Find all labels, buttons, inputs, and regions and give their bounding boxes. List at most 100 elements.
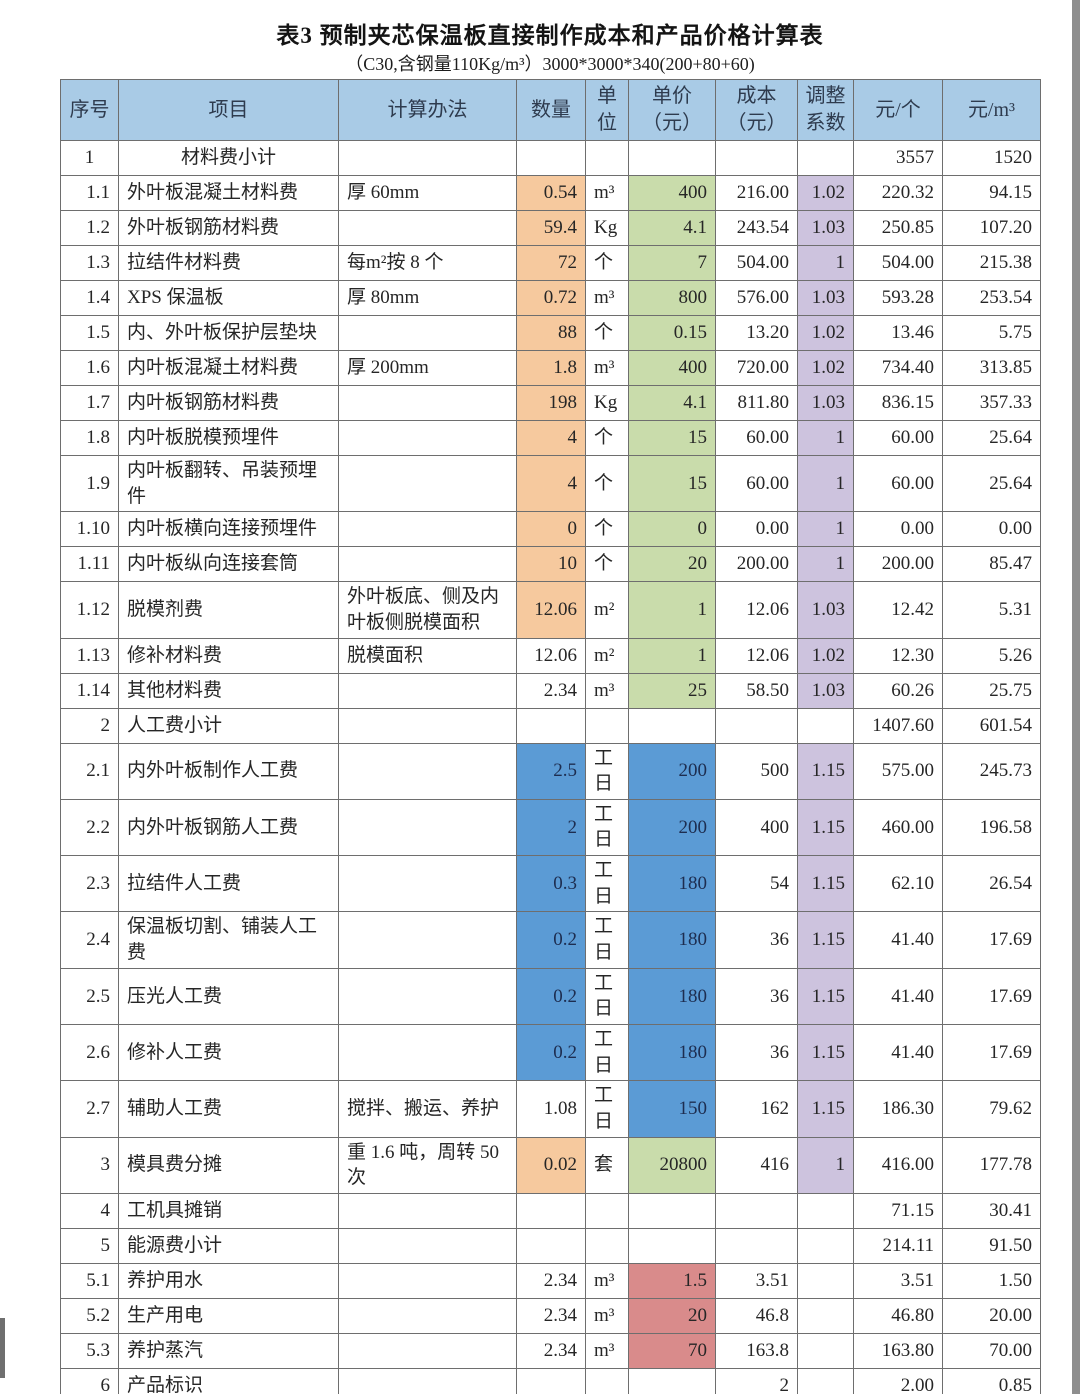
cell-price: 25 [628,672,716,709]
cell-yuan-per-piece: 62.10 [853,855,943,913]
cell-no: 1.2 [60,210,119,246]
table-row: 1.6 内叶板混凝土材料费厚 200mm 1.8 m³ 400 720.00 1.02 734… [60,350,1041,386]
cell-calc [338,1332,517,1369]
cell-yuan-per-piece: 836.15 [853,385,943,421]
cell-qty: 12.06 [516,637,586,674]
cell-yuan-per-m3: 1520 [942,140,1041,176]
cell-price: 180 [628,911,716,969]
table-row: 1.5 内、外叶板保护层垫块 88 个 0.15 13.20 1.02 13.46 5.75 [60,315,1041,351]
cell-coef: 1.15 [797,1023,854,1082]
cell-calc [338,742,517,800]
cell-item: 拉结件材料费 [118,245,339,281]
cell-qty: 2.34 [516,1332,586,1369]
cell-no: 1.4 [60,280,119,316]
cell-coef: 1 [797,420,854,456]
cell-coef: 1 [797,546,854,583]
table-row: 2.7 辅助人工费 搅拌、搬运、养护 1.08 工日 150 162 1.15 186.30 79… [60,1080,1041,1138]
cell-item: 内外叶板制作人工费 [118,742,339,800]
page-edge-left [0,1318,5,1378]
cell-unit: 工日 [585,798,629,857]
cell-cost: 163.8 [715,1332,798,1369]
cell-yuan-per-m3: 70.00 [942,1332,1041,1369]
cell-qty: 1.8 [516,350,586,386]
cell-unit: 个 [585,315,629,351]
cell-item: 内叶板脱模预埋件 [118,420,339,456]
cell-yuan-per-m3: 107.20 [942,210,1041,246]
table-row: 2 人工费小计 1407.60 601.54 [60,707,1041,744]
cell-cost: 58.50 [715,672,798,709]
cell-price: 4.1 [628,210,716,246]
cell-unit: Kg [585,385,629,421]
cell-cost: 811.80 [715,385,798,421]
cell-yuan-per-piece: 71.15 [853,1192,943,1229]
cell-no: 1.5 [60,315,119,351]
cell-item: 材料费小计 [118,140,339,176]
cell-calc [338,798,517,857]
cell-unit: 工日 [585,742,629,800]
cell-coef: 1 [797,511,854,548]
column-header: 序号 [60,79,119,141]
cell-price: 1.5 [628,1262,716,1299]
cell-coef: 1.03 [797,280,854,316]
cell-price: 400 [628,175,716,211]
cell-unit [585,140,629,176]
cell-calc [338,1023,517,1082]
table-row: 5.2 生产用电 2.34 m³ 20 46.8 46.80 20.00 [60,1297,1041,1334]
cell-coef: 1.15 [797,798,854,857]
cell-yuan-per-piece: 734.40 [853,350,943,386]
cell-yuan-per-piece: 12.30 [853,637,943,674]
cell-calc: 脱模面积 [338,637,517,674]
cell-cost: 2 [715,1367,798,1394]
cell-item: 保温板切割、铺装人工费 [118,911,339,969]
cell-calc [338,454,517,513]
table-row: 1.12 脱模剂费 外叶板底、侧及内叶板侧脱模面积 12.06 m² 1 12.06 1.03… [60,581,1041,639]
cell-cost [715,140,798,176]
cell-no: 1.1 [60,175,119,211]
cell-coef [797,1227,854,1264]
table-row: 1.8 内叶板脱模预埋件 4 个 15 60.00 1 60.00 25.64 [60,420,1041,456]
cell-unit: 个 [585,546,629,583]
table-row: 1.7 内叶板钢筋材料费 198 Kg 4.1 811.80 1.03 836.15 357.3… [60,385,1041,421]
cell-yuan-per-piece: 0.00 [853,511,943,548]
cell-calc [338,140,517,176]
cell-yuan-per-piece: 163.80 [853,1332,943,1369]
cell-calc: 搅拌、搬运、养护 [338,1080,517,1138]
cell-price: 70 [628,1332,716,1369]
cell-yuan-per-m3: 601.54 [942,707,1041,744]
cell-yuan-per-m3: 215.38 [942,245,1041,281]
cell-yuan-per-m3: 91.50 [942,1227,1041,1264]
cell-cost: 36 [715,911,798,969]
table-row: 2.6 修补人工费 0.2 工日 180 36 1.15 41.40 17.69 [60,1023,1041,1082]
page-edge-right [1072,0,1080,1394]
cell-unit: 套 [585,1136,629,1194]
cell-qty [516,1192,586,1229]
cell-no: 1.7 [60,385,119,421]
cell-calc [338,672,517,709]
cell-price: 1 [628,581,716,639]
cell-yuan-per-piece: 60.00 [853,454,943,513]
cell-cost: 12.06 [715,581,798,639]
cell-price: 800 [628,280,716,316]
cell-no: 2.6 [60,1023,119,1082]
cell-calc [338,1297,517,1334]
cell-item: 外叶板混凝土材料费 [118,175,339,211]
cell-unit: 工日 [585,1023,629,1082]
cell-item: 能源费小计 [118,1227,339,1264]
cell-unit: m³ [585,1297,629,1334]
cell-calc [338,911,517,969]
table-row: 1.11 内叶板纵向连接套筒 10 个 20 200.00 1 200.00 85.47 [60,546,1041,583]
cell-calc: 厚 60mm [338,175,517,211]
cell-item: 人工费小计 [118,707,339,744]
cell-no: 2.5 [60,967,119,1025]
cell-cost: 162 [715,1080,798,1138]
cell-qty: 2 [516,798,586,857]
cell-item: 生产用电 [118,1297,339,1334]
table-row: 1.13 修补材料费 脱模面积 12.06 m² 1 12.06 1.02 12.30 5.26 [60,637,1041,674]
cell-coef [797,707,854,744]
table-row: 1.1 外叶板混凝土材料费厚 60mm 0.54 m³ 400 216.00 1.02 220… [60,175,1041,211]
cell-cost: 46.8 [715,1297,798,1334]
table-row: 1 材料费小计 3557 1520 [60,140,1041,176]
cell-qty: 88 [516,315,586,351]
table-row: 1.9 内叶板翻转、吊装预埋件 4 个 15 60.00 1 60.00 25.64 [60,454,1041,513]
